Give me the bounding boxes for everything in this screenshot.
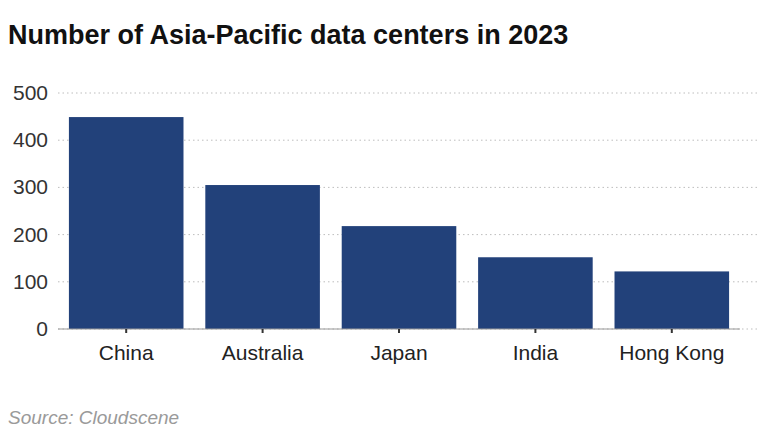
y-tick-label: 500 [13,81,48,104]
source: Source: Cloudscene [8,407,179,428]
grid-line [58,93,760,94]
y-tick-label: 400 [13,128,48,151]
title: Number of Asia-Pacific data centers in 2… [8,20,568,50]
bars [69,117,729,329]
chart-container: Number of Asia-Pacific data centers in 2… [0,0,770,437]
x-tick [262,329,264,333]
grid-line [58,329,760,330]
y-tick-label: 200 [13,223,48,246]
bar [478,257,593,329]
x-tick [534,329,536,333]
y-tick-label: 0 [36,317,48,340]
bar [615,271,730,329]
x-tick-label: Japan [370,341,427,364]
y-tick-label: 300 [13,175,48,198]
chart: Number of Asia-Pacific data centers in 2… [0,0,770,437]
bar [342,226,457,329]
x-tick-label: China [99,341,154,364]
x-tick [671,329,673,333]
bar [69,117,184,329]
bar [205,185,320,329]
y-tick-label: 100 [13,270,48,293]
x-tick-label: Australia [222,341,304,364]
x-tick-label: India [513,341,559,364]
x-tick-label: Hong Kong [619,341,724,364]
x-tick [125,329,127,333]
x-tick [398,329,400,333]
